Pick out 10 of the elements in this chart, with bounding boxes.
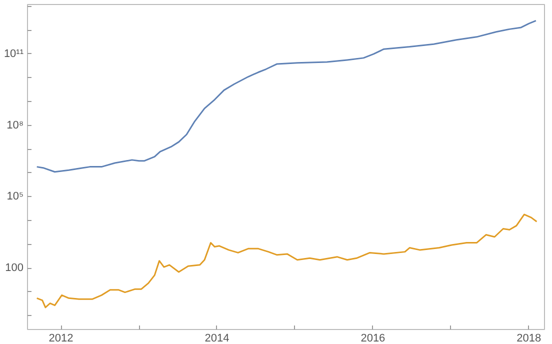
y-tick-label: 100: [5, 262, 24, 274]
x-tick-label: 2014: [204, 332, 230, 344]
x-tick-label: 2012: [48, 332, 74, 344]
y-tick-label: 10⁸: [6, 119, 24, 132]
line-series: [36, 214, 538, 308]
y-tick-label: 10¹¹: [4, 48, 24, 60]
x-tick-label: 2018: [516, 332, 542, 344]
y-tick-label: 10⁵: [6, 190, 24, 203]
x-tick-label: 2016: [360, 332, 386, 344]
line-series: [36, 20, 537, 173]
